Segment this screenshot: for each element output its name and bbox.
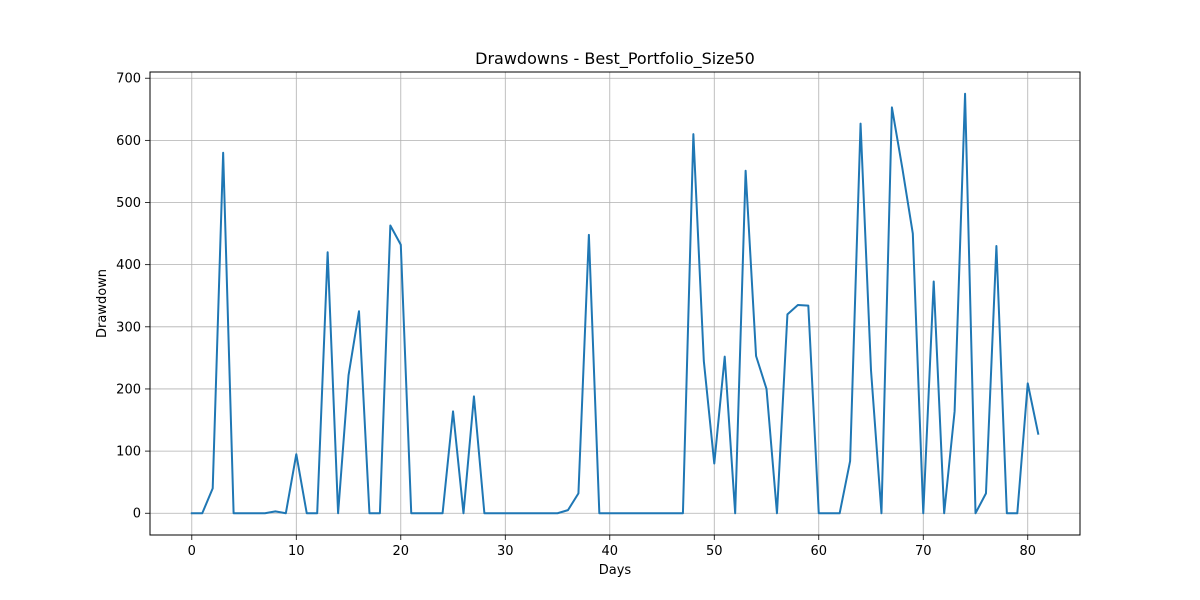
y-tick-label: 200 [116,382,141,397]
x-tick-label: 10 [288,544,305,559]
y-tick-label: 500 [116,196,141,211]
plot-frame [149,71,1081,536]
x-tick-label: 50 [706,544,723,559]
x-tick-label: 80 [1019,544,1036,559]
y-axis-label: Drawdown [95,269,110,338]
drawdown-series-line [190,92,1040,515]
x-tick-label: 60 [810,544,827,559]
y-tick-label: 100 [116,445,141,460]
chart-title: Drawdowns - Best_Portfolio_Size50 [475,49,755,69]
x-tick-label: 20 [393,544,410,559]
y-tick-label: 0 [133,507,141,522]
y-tick-label: 600 [116,134,141,149]
y-tick-label: 400 [116,258,141,273]
y-axis-ticks: 0 100 200 300 400 500 600 700 [116,72,150,522]
y-tick-label: 700 [116,72,141,87]
y-tick-label: 300 [116,320,141,335]
x-axis-ticks: 0 10 20 30 40 50 60 70 80 [188,535,1036,559]
x-tick-label: 40 [602,544,619,559]
x-axis-label: Days [599,563,632,578]
x-tick-label: 0 [188,544,196,559]
x-tick-label: 30 [497,544,514,559]
x-tick-label: 70 [915,544,932,559]
series-line-group [190,92,1040,515]
